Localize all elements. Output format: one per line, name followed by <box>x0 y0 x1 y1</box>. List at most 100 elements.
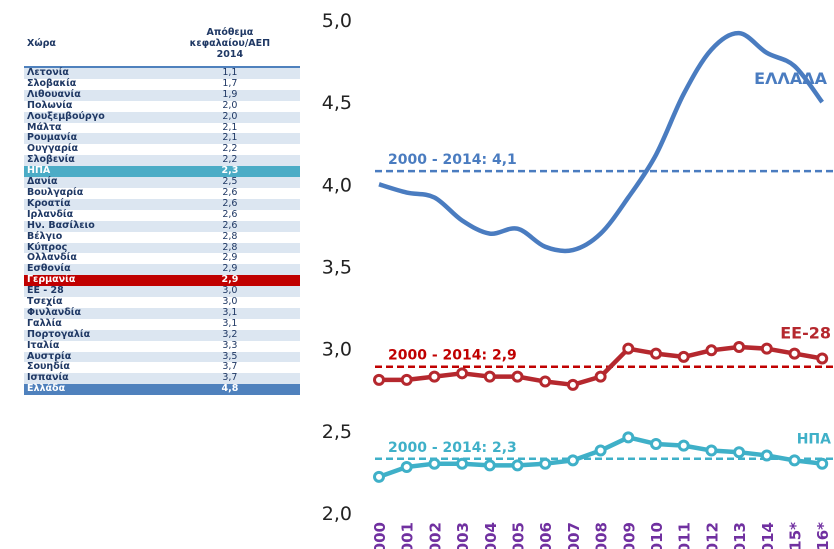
x-tick-label: 2012 <box>703 522 721 549</box>
value-cell: 3,0 <box>222 296 238 308</box>
country-cell: Σλοβενία <box>27 154 75 166</box>
data-point <box>705 444 718 457</box>
data-point <box>760 342 773 355</box>
country-cell: Ελλάδα <box>27 383 66 395</box>
value-cell: 2,6 <box>222 219 238 231</box>
table-row: Ισπανία 3,7 <box>24 372 300 385</box>
data-point <box>456 457 469 470</box>
data-point <box>650 347 662 360</box>
data-point <box>428 370 441 383</box>
data-point <box>733 446 746 459</box>
data-point <box>816 352 829 365</box>
x-tick-label: 2006 <box>537 522 555 549</box>
table-row: Λετονία 1,1 <box>24 67 300 79</box>
series-label: ΕΛΛΑΔΑ <box>754 69 827 88</box>
table-row: Αυστρία 3,5 <box>24 350 300 363</box>
value-cell: 2,9 <box>222 252 238 264</box>
country-cell: Βέλγιο <box>27 230 63 242</box>
table-row: Δανία 2,5 <box>24 176 300 188</box>
country-cell: Αυστρία <box>27 350 72 362</box>
y-tick-label: 2,5 <box>322 421 352 443</box>
country-cell: Βουλγαρία <box>27 186 84 198</box>
country-cell: Τσεχία <box>27 296 63 308</box>
data-point <box>511 459 524 472</box>
reference-label: 2000 - 2014: 2,9 <box>388 348 517 364</box>
table-row: Κύπρος 2,8 <box>24 241 300 254</box>
data-point <box>788 347 801 360</box>
column-header: Απόθεμα κεφαλαίου/ΑΕΠ 2014 <box>159 20 300 68</box>
country-cell: ΗΠΑ <box>27 165 51 177</box>
data-point <box>816 457 829 470</box>
value-cell: 3,3 <box>222 339 238 351</box>
x-tick-label: 2008 <box>593 522 611 549</box>
data-point <box>566 454 579 467</box>
table-row: Ελλάδα 4,8 <box>24 383 300 396</box>
country-cell: Εσθονία <box>27 263 71 275</box>
data-point <box>483 459 496 472</box>
data-point <box>622 342 635 355</box>
data-point <box>677 439 690 452</box>
data-point <box>788 454 801 467</box>
table-row: Τσεχία 3,0 <box>24 296 300 308</box>
value-cell: 2,5 <box>222 176 238 188</box>
table-row: Ρουμανία 2,1 <box>24 133 300 145</box>
table-row: Βουλγαρία 2,6 <box>24 186 300 199</box>
value-cell: 1,9 <box>222 88 238 100</box>
value-cell: 2,2 <box>222 154 238 166</box>
value-cell: 4,8 <box>221 383 239 395</box>
data-point <box>622 431 635 444</box>
value-cell: 2,0 <box>222 99 238 111</box>
table-row: Πορτογαλία 3,2 <box>24 328 300 341</box>
value-cell: 2,0 <box>222 110 238 122</box>
header-line: κεφαλαίου/ΑΕΠ <box>189 37 271 49</box>
table-row: Ιταλία 3,3 <box>24 339 300 352</box>
x-tick-label: 2014 <box>759 522 777 549</box>
country-cell: Φινλανδία <box>27 306 82 318</box>
y-tick-label: 5,0 <box>322 10 352 32</box>
table-row: ΕΕ - 28 3,0 <box>24 285 300 298</box>
x-tick-label: 2010 <box>648 522 666 549</box>
data-point <box>733 341 746 354</box>
value-cell: 3,2 <box>222 328 238 340</box>
x-tick-label: 2011 <box>676 522 694 549</box>
value-cell: 3,7 <box>222 361 238 373</box>
table-row: Ουγγαρία 2,2 <box>24 143 300 155</box>
data-point <box>483 370 496 383</box>
x-tick-label: 2015* <box>787 522 805 549</box>
value-cell: 3,1 <box>222 306 238 318</box>
value-cell: 2,8 <box>222 241 238 253</box>
header-line: Απόθεμα <box>206 26 254 38</box>
data-point <box>400 373 413 386</box>
country-cell: Γερμανία <box>27 274 76 286</box>
y-tick-label: 4,5 <box>322 92 352 114</box>
x-tick-label: 2009 <box>620 522 638 549</box>
table-row: Εσθονία 2,9 <box>24 263 300 276</box>
data-point <box>705 344 718 357</box>
data-point <box>760 449 773 462</box>
country-cell: Πολωνία <box>27 99 73 111</box>
value-cell: 2,6 <box>222 186 238 198</box>
data-point <box>539 457 552 470</box>
data-point <box>650 437 662 450</box>
y-tick-label: 3,5 <box>322 257 352 279</box>
y-tick-label: 4,0 <box>322 174 352 196</box>
country-cell: Λουξεμβούργο <box>27 110 105 122</box>
value-cell: 1,7 <box>222 77 238 89</box>
table-row: Κροατία 2,6 <box>24 198 300 210</box>
value-cell: 3,1 <box>222 317 238 329</box>
country-cell: ΕΕ - 28 <box>27 285 64 297</box>
country-cell: Μάλτα <box>27 121 62 133</box>
country-cell: Ισπανία <box>27 372 69 384</box>
value-cell: 2,6 <box>222 208 238 220</box>
series-label: ΗΠΑ <box>797 432 831 448</box>
table-row: Μάλτα 2,1 <box>24 121 300 134</box>
y-tick-label: 2,0 <box>322 503 352 525</box>
data-point <box>456 367 469 380</box>
x-tick-label: 2001 <box>399 522 417 549</box>
value-cell: 3,7 <box>222 372 238 384</box>
table-row: ΗΠΑ 2,3 <box>24 165 300 178</box>
data-point <box>677 350 690 363</box>
country-cell: Ολλανδία <box>27 252 77 264</box>
data-table: Χώρα Απόθεμα κεφαλαίου/ΑΕΠ 2014 Λετονία 1… <box>24 20 300 396</box>
data-point <box>539 375 552 388</box>
